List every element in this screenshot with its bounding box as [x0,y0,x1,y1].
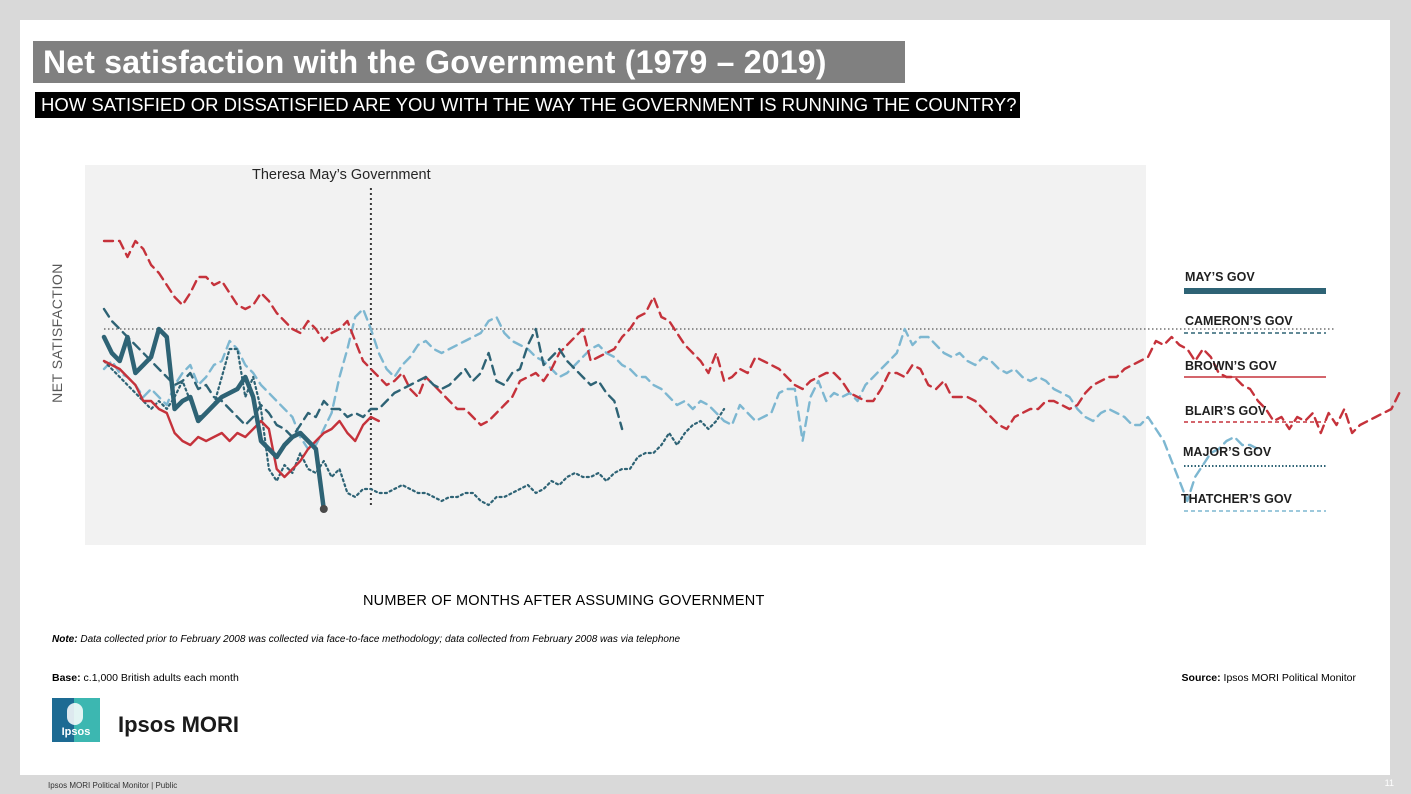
series-line-thatcher-s-gov [102,307,1260,503]
legend-label-major: MAJOR’S GOV [1183,445,1272,459]
logo-mark [67,703,83,725]
series-line-blair-s-gov [102,239,1401,435]
page-number: 11 [1384,778,1394,788]
series-line-major-s-gov [102,347,726,507]
legend-label-thatcher: THATCHER’S GOV [1181,492,1292,506]
note-label: Note: [52,634,78,645]
source-note: Source: Ipsos MORI Political Monitor [1182,672,1356,684]
base-note: Base: c.1,000 British adults each month [52,672,239,684]
may-end-marker [319,505,328,513]
question-banner: HOW SATISFIED OR DISSATISFIED ARE YOU WI… [35,92,1021,118]
x-axis-label: NUMBER OF MONTHS AFTER ASSUMING GOVERNME… [363,593,765,609]
footer-text: Ipsos MORI Political Monitor | Public [48,781,178,790]
methodology-note: Note: Data collected prior to February 2… [52,634,680,645]
logo-text: Ipsos [61,726,91,738]
legend-label-may: MAY’S GOV [1185,270,1255,284]
series-line-may-s-gov [101,326,327,512]
plot-area [85,165,1146,545]
title-bar: Net satisfaction with the Government (19… [33,41,905,83]
series-line-cameron-s-gov [102,307,624,439]
base-label: Base: [52,672,81,684]
base-text: c.1,000 British adults each month [80,672,239,684]
ipsos-logo-icon: Ipsos [52,698,100,742]
brand-name: Ipsos MORI [118,712,240,737]
page-title: Net satisfaction with the Government (19… [43,44,827,80]
source-text: Ipsos MORI Political Monitor [1220,672,1356,684]
legend-label-blair: BLAIR’S GOV [1185,404,1267,418]
source-label: Source: [1181,672,1221,684]
may-annotation-label: Theresa May’s Government [252,167,431,183]
legend-label-brown: BROWN’S GOV [1185,359,1277,373]
note-text: Data collected prior to February 2008 wa… [77,634,681,645]
legend-label-cameron: CAMERON’S GOV [1185,314,1293,328]
series-line-brown-s-gov [102,359,380,479]
